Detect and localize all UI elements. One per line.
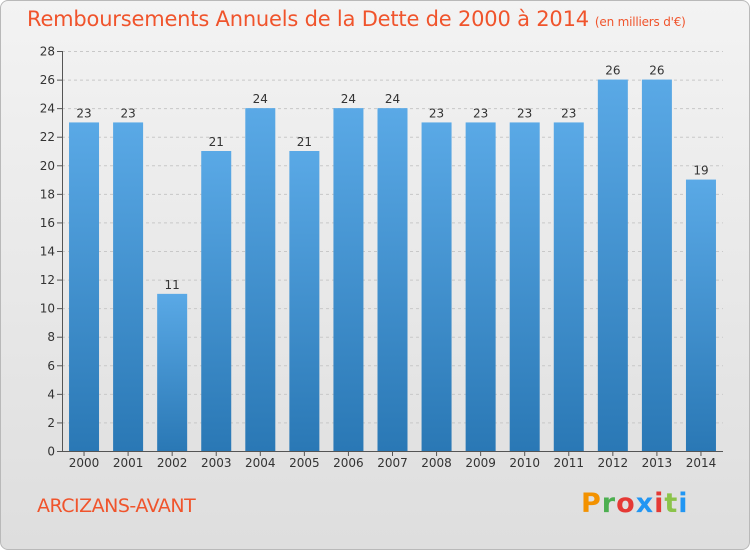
bar-2007: [377, 108, 408, 452]
bar-value-label: 11: [165, 278, 180, 292]
chart-title: Remboursements Annuels de la Dette de 20…: [27, 7, 686, 31]
bar-value-label: 21: [297, 135, 312, 149]
bar-2009: [465, 122, 496, 451]
x-tick-label: 2012: [598, 456, 629, 470]
logo-letter: t: [664, 488, 679, 519]
bar-value-label: 23: [561, 106, 576, 120]
x-tick-label: 2002: [157, 456, 188, 470]
x-tick-label: 2007: [377, 456, 408, 470]
y-tick-label: 8: [47, 330, 55, 344]
x-tick-label: 2000: [69, 456, 100, 470]
bar-value-label: 26: [649, 64, 664, 78]
bar-value-label: 24: [385, 92, 400, 106]
bar-2014: [685, 179, 716, 452]
bar-2002: [157, 293, 188, 451]
x-tick-label: 2011: [553, 456, 584, 470]
x-tick-label: 2013: [642, 456, 673, 470]
bar-value-label: 23: [517, 106, 532, 120]
town-name: ARCIZANS-AVANT: [37, 495, 196, 517]
logo-letter: i: [654, 488, 665, 519]
x-tick-label: 2014: [686, 456, 717, 470]
y-tick-label: 28: [40, 45, 55, 59]
logo-letter: x: [635, 488, 655, 519]
bar-2005: [289, 151, 320, 451]
bar-value-label: 23: [76, 106, 91, 120]
y-tick-label: 0: [47, 445, 55, 459]
bar-value-label: 23: [429, 106, 444, 120]
bar-value-label: 21: [209, 135, 224, 149]
bar-2001: [113, 122, 144, 451]
bar-2008: [421, 122, 452, 451]
y-tick-label: 10: [40, 302, 55, 316]
bar-2003: [201, 151, 232, 451]
bar-value-label: 23: [473, 106, 488, 120]
logo-letter: o: [616, 488, 636, 519]
bar-2006: [333, 108, 364, 452]
chart-title-text: Remboursements Annuels de la Dette de 20…: [27, 7, 589, 31]
bar-2013: [641, 79, 672, 452]
proxiti-logo[interactable]: Proxiti: [581, 488, 689, 519]
bar-2010: [509, 122, 540, 451]
y-tick-label: 4: [47, 387, 55, 401]
bar-2011: [553, 122, 584, 451]
y-tick-label: 18: [40, 187, 55, 201]
y-tick-label: 22: [40, 130, 55, 144]
bar-2004: [245, 108, 276, 452]
x-tick-label: 2004: [245, 456, 276, 470]
bar-2000: [69, 122, 100, 451]
logo-letter: r: [601, 488, 617, 519]
logo-letter: i: [678, 488, 689, 519]
bar-2012: [597, 79, 628, 452]
bar-value-label: 24: [253, 92, 268, 106]
y-tick-label: 20: [40, 159, 55, 173]
bar-value-label: 24: [341, 92, 356, 106]
x-tick-label: 2005: [289, 456, 320, 470]
logo-letter: P: [581, 488, 602, 519]
y-tick-label: 14: [40, 245, 55, 259]
y-tick-label: 16: [40, 216, 55, 230]
bar-value-label: 19: [693, 164, 708, 178]
y-tick-label: 26: [40, 73, 55, 87]
x-tick-label: 2009: [465, 456, 496, 470]
bar-value-label: 23: [120, 106, 135, 120]
y-tick-label: 6: [47, 359, 55, 373]
y-tick-label: 2: [47, 416, 55, 430]
y-tick-label: 12: [40, 273, 55, 287]
bar-value-label: 26: [605, 64, 620, 78]
x-tick-label: 2006: [333, 456, 364, 470]
x-tick-label: 2003: [201, 456, 232, 470]
y-tick-label: 24: [40, 102, 55, 116]
x-tick-label: 2001: [113, 456, 144, 470]
x-tick-label: 2010: [509, 456, 540, 470]
chart-unit: (en milliers d'€): [594, 15, 686, 29]
x-tick-label: 2008: [421, 456, 452, 470]
